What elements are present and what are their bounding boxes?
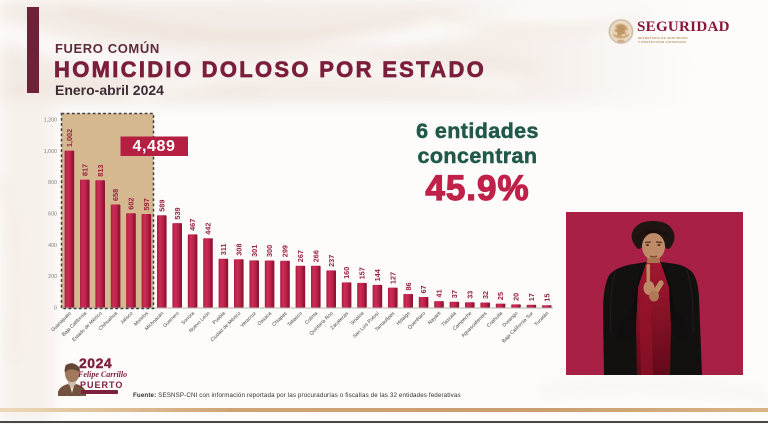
svg-text:539: 539 xyxy=(173,207,182,219)
svg-text:658: 658 xyxy=(111,189,120,201)
svg-text:Tabasco: Tabasco xyxy=(286,311,304,329)
svg-text:1,000: 1,000 xyxy=(44,149,57,155)
svg-text:800: 800 xyxy=(48,180,57,186)
svg-text:25: 25 xyxy=(496,292,505,300)
svg-text:597: 597 xyxy=(142,198,151,210)
svg-text:Guerrero: Guerrero xyxy=(162,311,181,330)
svg-text:400: 400 xyxy=(48,243,57,249)
svg-text:267: 267 xyxy=(296,250,305,262)
svg-text:15: 15 xyxy=(542,294,551,302)
svg-text:299: 299 xyxy=(281,245,290,257)
svg-text:300: 300 xyxy=(265,245,274,257)
svg-text:37: 37 xyxy=(450,290,459,298)
svg-text:442: 442 xyxy=(204,223,213,235)
svg-text:266: 266 xyxy=(311,250,320,262)
svg-text:817: 817 xyxy=(80,164,89,176)
svg-text:32: 32 xyxy=(481,291,490,299)
svg-text:1,200: 1,200 xyxy=(44,118,57,124)
svg-text:Chiapas: Chiapas xyxy=(271,310,289,328)
svg-text:600: 600 xyxy=(48,211,57,217)
svg-text:17: 17 xyxy=(527,293,536,301)
svg-text:200: 200 xyxy=(48,274,57,280)
svg-text:0: 0 xyxy=(54,305,57,311)
svg-text:41: 41 xyxy=(435,289,444,297)
svg-text:86: 86 xyxy=(404,282,413,290)
svg-text:Oaxaca: Oaxaca xyxy=(257,311,274,328)
svg-text:67: 67 xyxy=(419,285,428,293)
svg-text:602: 602 xyxy=(127,198,136,210)
svg-text:127: 127 xyxy=(388,272,397,284)
svg-text:813: 813 xyxy=(96,165,105,177)
svg-text:20: 20 xyxy=(512,293,521,301)
svg-text:160: 160 xyxy=(342,267,351,279)
svg-text:311: 311 xyxy=(219,244,228,256)
svg-text:1,002: 1,002 xyxy=(65,129,74,147)
svg-text:308: 308 xyxy=(234,244,243,256)
svg-text:301: 301 xyxy=(250,245,259,257)
svg-text:157: 157 xyxy=(358,267,367,279)
svg-text:237: 237 xyxy=(327,255,336,267)
svg-text:589: 589 xyxy=(157,200,166,212)
svg-text:Veracruz: Veracruz xyxy=(239,310,258,329)
svg-text:Coahuila: Coahuila xyxy=(486,311,504,329)
svg-text:Yucatán: Yucatán xyxy=(533,311,550,328)
svg-text:33: 33 xyxy=(465,291,474,299)
svg-text:467: 467 xyxy=(188,219,197,231)
svg-text:4,489: 4,489 xyxy=(132,138,175,155)
svg-text:144: 144 xyxy=(373,268,382,281)
